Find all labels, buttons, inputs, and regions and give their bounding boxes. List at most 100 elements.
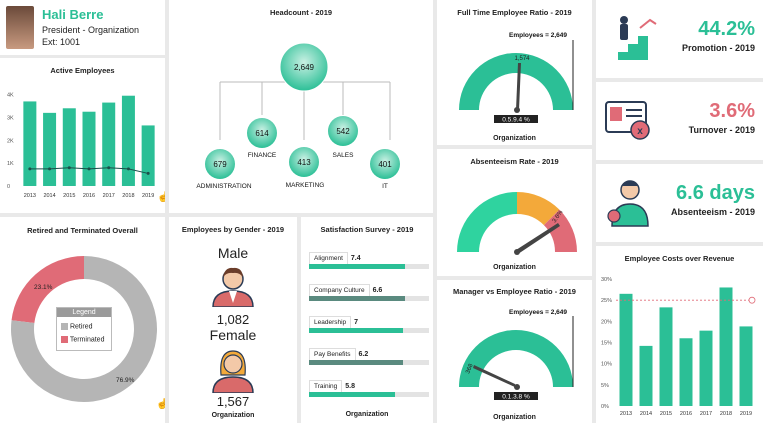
slice-label-retired: 76.9% — [116, 377, 135, 384]
survey-bar-track — [309, 264, 429, 269]
absenteeism-card: 6.6 days Absenteeism - 2019 — [596, 164, 763, 242]
male-label: Male — [217, 245, 249, 261]
slice-terminated — [11, 256, 84, 324]
headcount-node-marketing[interactable]: 413 MARKETING — [286, 147, 325, 189]
headcount-node-sales[interactable]: 542 SALES — [328, 116, 358, 159]
marketing-value: 413 — [297, 158, 311, 167]
slice-label-terminated: 23.1% — [34, 284, 53, 291]
survey-bar-track — [309, 296, 429, 301]
x-tick-label: 2013 — [620, 411, 632, 417]
profile-card: Hali Berre President - Organization Ext:… — [0, 0, 165, 55]
ft-employees-label: Employees = 2,649 — [509, 32, 567, 39]
bar — [719, 287, 733, 406]
administration-value: 679 — [213, 160, 227, 169]
x-tick-label: 2019 — [740, 411, 752, 417]
promotion-value: 44.2% — [698, 18, 755, 40]
headcount-node-it[interactable]: 401 IT — [370, 149, 400, 190]
bar — [659, 307, 673, 406]
headcount-panel: Headcount - 2019 2,649 614 FINANCE 542 — [169, 0, 433, 213]
survey-row: Training 5.8 — [309, 375, 429, 397]
manager-digits: 0.1.3.8 % — [502, 394, 530, 401]
active-employees-chart: 0 1K 2K 3K 4K 2013 2014 2015 2016 2017 2018 2019 — [7, 93, 155, 199]
avatar — [6, 6, 34, 49]
pointer-cursor-icon: ☝ — [157, 192, 165, 203]
survey-item-value: 7.4 — [350, 255, 361, 262]
y-tick-label: 30% — [601, 277, 612, 283]
retired-legend: Legend Retired Terminated — [56, 307, 112, 351]
x-tick-label: 2014 — [43, 193, 55, 199]
sales-value: 542 — [336, 127, 350, 136]
y-tick-label: 0 — [7, 184, 10, 190]
x-tick-label: 2013 — [24, 193, 36, 199]
bar — [679, 338, 693, 406]
absenteeism-rate-panel: Absenteeism Rate - 2019 3.6% Organizatio… — [437, 149, 592, 276]
active-employees-title: Active Employees — [50, 66, 115, 75]
promotion-card: 44.2% Promotion - 2019 — [596, 0, 763, 78]
legend-title: Legend — [57, 308, 111, 317]
manager-ratio-gauge: Employees = 2,649 368 0.1.3.8 % — [459, 309, 574, 401]
survey-title: Satisfaction Survey - 2019 — [320, 225, 414, 234]
survey-item-value: 6.6 — [372, 287, 383, 294]
costs-title: Employee Costs over Revenue — [624, 254, 735, 263]
pointer-cursor-icon: ☝ — [156, 399, 165, 410]
it-value: 401 — [378, 160, 392, 169]
ft-needle-label: 1,574 — [514, 56, 530, 62]
absenteeism-gauge: 3.6% — [457, 192, 577, 255]
headcount-root-node[interactable]: 2,649 — [279, 42, 329, 92]
trend-point — [48, 167, 52, 171]
y-tick-label: 25% — [601, 298, 612, 304]
manager-org-label: Organization — [493, 414, 536, 421]
retired-donut-chart: 23.1% 76.9% — [11, 256, 158, 402]
y-tick-label: 4K — [7, 93, 14, 99]
absenteeism-value: 6.6 days — [676, 182, 755, 204]
survey-org-label: Organization — [345, 411, 389, 418]
costs-panel: Employee Costs over Revenue 0% 5% 10% 15% 20… — [596, 246, 763, 423]
bar — [141, 125, 155, 186]
profile-role: President - Organization — [42, 25, 140, 35]
finance-label: FINANCE — [248, 152, 277, 159]
employee-absent-icon — [607, 180, 649, 227]
survey-panel: Satisfaction Survey - 2019 Alignment 7.4 C… — [301, 217, 433, 423]
active-employees-panel: Active Employees 0 1K 2K 3K 4K 2013 2014 2015 20… — [0, 58, 165, 213]
survey-row: Alignment 7.4 — [309, 247, 429, 269]
female-count: 1,567 — [216, 394, 250, 409]
survey-bar-fill — [309, 392, 396, 397]
headcount-root-value: 2,649 — [294, 63, 315, 72]
survey-item-value: 7 — [354, 319, 359, 326]
retired-panel: Retired and Terminated Overall 23.1% 76.9… — [0, 217, 165, 423]
manager-needle-label: 368 — [465, 363, 475, 375]
x-tick-label: 2018 — [122, 193, 134, 199]
trend-point — [28, 167, 32, 171]
legend-item-retired: Retired — [61, 323, 93, 330]
bar — [619, 293, 633, 406]
survey-item-value: 5.8 — [345, 383, 355, 390]
survey-bar-track — [309, 360, 429, 365]
y-tick-label: 2K — [7, 138, 14, 144]
x-tick-label: 2019 — [142, 193, 154, 199]
x-tick-label: 2017 — [103, 193, 115, 199]
female-avatar-icon — [212, 350, 254, 393]
male-avatar-icon — [212, 267, 254, 307]
absenteeism-label: Absenteeism - 2019 — [670, 207, 755, 217]
survey-bar-track — [309, 392, 429, 397]
promotion-label: Promotion - 2019 — [681, 43, 755, 53]
y-tick-label: 20% — [601, 319, 612, 325]
bar — [23, 101, 37, 186]
profile-name: Hali Berre — [42, 7, 104, 22]
y-tick-label: 0% — [601, 404, 609, 410]
survey-row: Pay Benefits 6.2 — [309, 343, 429, 365]
survey-bar-track — [309, 328, 429, 333]
survey-bar-fill — [309, 264, 405, 269]
bar — [121, 95, 135, 186]
x-tick-label: 2014 — [640, 411, 652, 417]
survey-bar-fill — [309, 296, 405, 301]
absenteeism-org-label: Organization — [493, 264, 536, 271]
ft-ratio-gauge: Employees = 2,649 1,574 0.5.9.4 % — [459, 32, 574, 124]
manager-employees-label: Employees = 2,649 — [509, 309, 567, 316]
headcount-node-finance[interactable]: 614 FINANCE — [247, 118, 277, 159]
it-label: IT — [382, 183, 388, 190]
headcount-node-administration[interactable]: 679 ADMINISTRATION — [196, 149, 252, 190]
y-tick-label: 5% — [601, 383, 609, 389]
bar — [62, 108, 76, 186]
bar — [82, 111, 96, 186]
